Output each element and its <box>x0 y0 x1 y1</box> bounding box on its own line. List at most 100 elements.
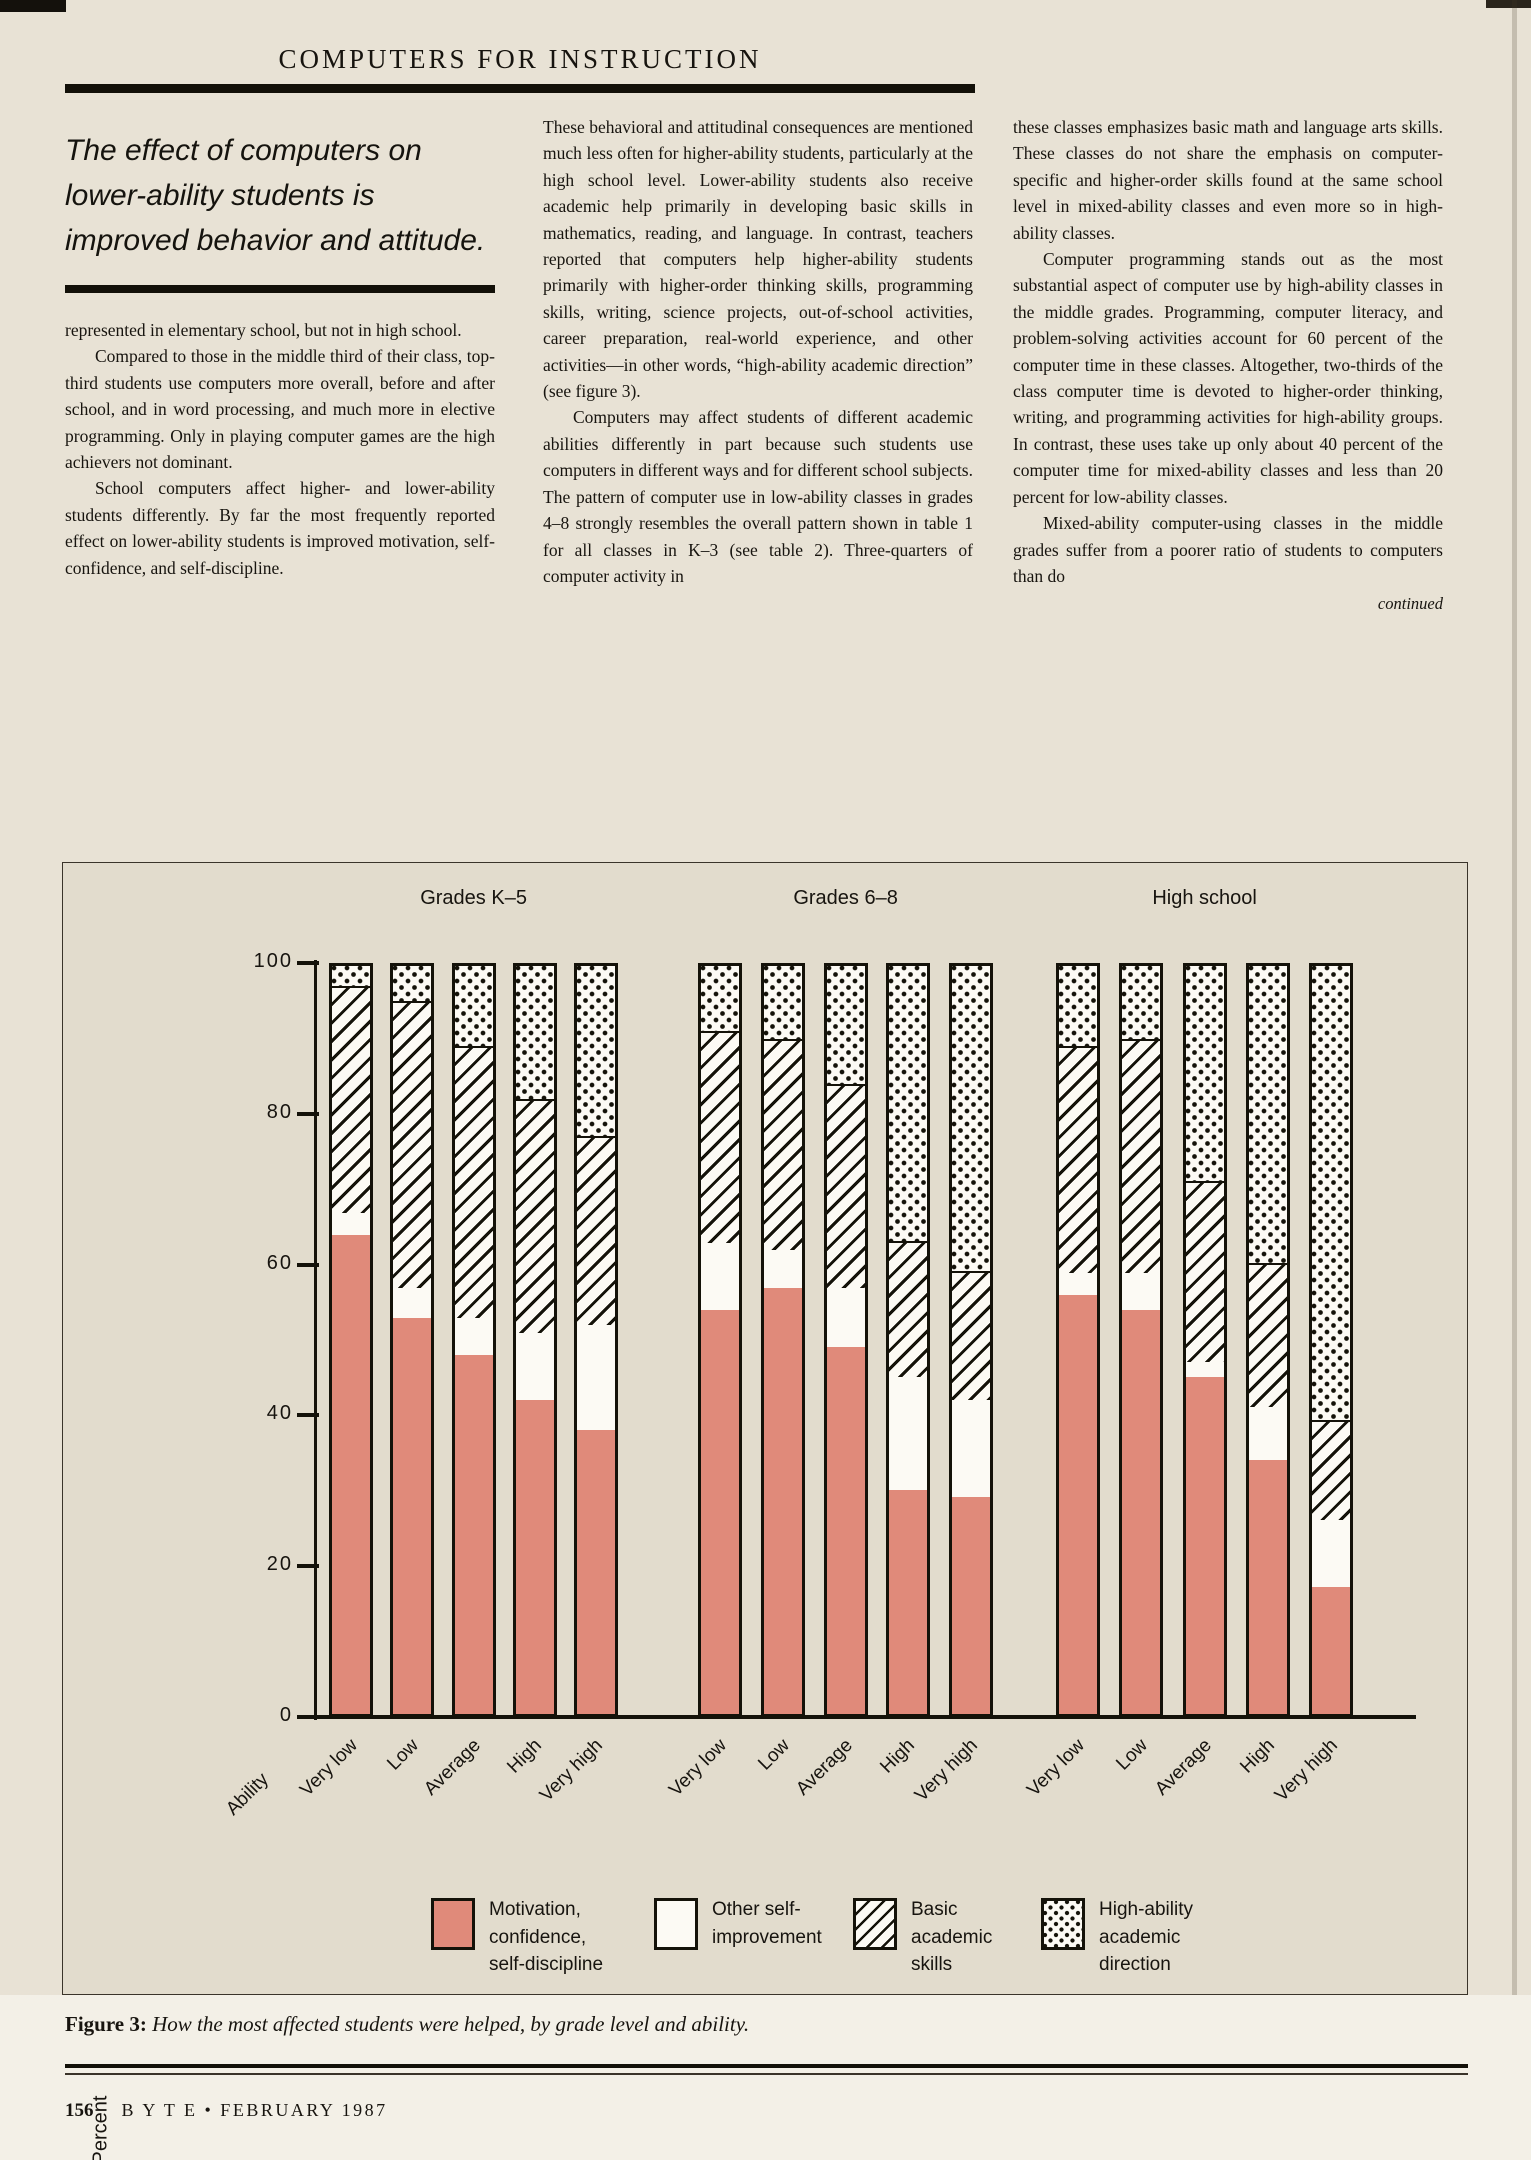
bar-segment-basic_academic_skills <box>454 1048 493 1318</box>
y-axis-tick-label: 20 <box>266 1553 293 1576</box>
stacked-bar <box>823 963 868 1717</box>
page-bottom-area <box>0 1995 1531 2160</box>
x-axis-category-label: Low <box>754 1735 794 1775</box>
bar-segment-other_self_improvement <box>332 1212 370 1236</box>
x-axis-category-label: High <box>876 1735 920 1778</box>
legend-label-line: Basic <box>911 1899 958 1920</box>
bar-segment-basic_academic_skills <box>332 988 370 1213</box>
figure-caption: Figure 3: How the most affected students… <box>65 2012 1265 2037</box>
page-edge-shadow <box>1512 0 1517 2160</box>
bar-segment-other_self_improvement <box>826 1287 865 1348</box>
y-axis-tick <box>297 1564 319 1569</box>
page-footer: 156 B Y T E • FEBRUARY 1987 <box>65 2100 388 2122</box>
bar-segment-basic_academic_skills <box>889 1242 928 1378</box>
bar-segment-basic_academic_skills <box>826 1085 865 1288</box>
bar-segment-high_ability_academic_direction <box>952 966 991 1273</box>
bar-segment-high_ability_academic_direction <box>454 966 493 1049</box>
legend-label-line: academic <box>1099 1926 1181 1948</box>
pull-quote: The effect of computers on lower-ability… <box>65 134 486 257</box>
bar-segment-other_self_improvement <box>889 1377 928 1490</box>
y-axis-tick-label: 100 <box>253 950 293 972</box>
bar-segment-basic_academic_skills <box>393 1003 432 1288</box>
continued-note: continued <box>1377 594 1443 614</box>
legend-label: Motivation, confidence, self-discipline <box>489 1896 659 1979</box>
x-axis-category-label: Average <box>1150 1735 1216 1800</box>
pull-quote-rule <box>65 285 495 293</box>
bar-segment-motivation_confidence_self_discipline <box>515 1399 554 1714</box>
bar-segment-other_self_improvement <box>701 1242 739 1311</box>
x-axis-category-label: Average <box>419 1735 485 1800</box>
bar-segment-other_self_improvement <box>393 1287 432 1318</box>
column-middle: These behavioral and attitudinal consequ… <box>543 114 973 589</box>
bar-segment-high_ability_academic_direction <box>393 966 432 1004</box>
x-axis-category-label: Very low <box>1023 1735 1089 1801</box>
stacked-bar <box>329 963 373 1717</box>
legend-label: High-ability academic direction <box>1099 1896 1269 1979</box>
legend-swatch <box>853 1898 897 1950</box>
bar-segment-other_self_improvement <box>515 1332 554 1400</box>
bar-segment-high_ability_academic_direction <box>826 966 865 1086</box>
bar-segment-basic_academic_skills <box>952 1272 991 1400</box>
x-axis-category-label: Average <box>791 1735 857 1800</box>
bar-segment-motivation_confidence_self_discipline <box>1312 1586 1351 1714</box>
bar-segment-motivation_confidence_self_discipline <box>332 1235 370 1714</box>
footer-rule-thin <box>65 2073 1468 2075</box>
bar-segment-basic_academic_skills <box>701 1033 739 1243</box>
running-head: COMPUTERS FOR INSTRUCTION <box>278 44 762 74</box>
legend-label-line: academic <box>911 1926 993 1948</box>
bar-segment-motivation_confidence_self_discipline <box>701 1310 739 1714</box>
bar-segment-motivation_confidence_self_discipline <box>393 1317 432 1714</box>
stacked-bar <box>512 963 557 1717</box>
bar-segment-motivation_confidence_self_discipline <box>454 1354 493 1714</box>
legend-label-line: self-discipline <box>489 1954 604 1975</box>
x-axis-category-label: Very high <box>911 1735 983 1806</box>
scan-artifact-top-left <box>0 0 66 12</box>
x-axis-category-label: Very high <box>536 1735 608 1806</box>
bar-segment-high_ability_academic_direction <box>763 966 802 1041</box>
bar-segment-motivation_confidence_self_discipline <box>1059 1295 1097 1714</box>
bar-segment-other_self_improvement <box>1248 1407 1287 1460</box>
bar-segment-high_ability_academic_direction <box>1122 966 1161 1041</box>
bar-segment-motivation_confidence_self_discipline <box>1185 1377 1224 1714</box>
bar-segment-high_ability_academic_direction <box>889 966 928 1243</box>
stacked-bar <box>390 963 435 1717</box>
column-left: The effect of computers on lower-ability… <box>65 114 495 581</box>
bar-segment-other_self_improvement <box>454 1317 493 1355</box>
stacked-bar <box>1245 963 1290 1717</box>
legend-label: Other self-improvement <box>712 1896 882 1951</box>
bar-segment-basic_academic_skills <box>577 1138 616 1326</box>
legend-label-line: High-ability <box>1099 1899 1193 1920</box>
legend-label-line: improvement <box>712 1926 822 1948</box>
chart-group-label: Grades 6–8 <box>793 887 898 909</box>
bar-segment-basic_academic_skills <box>1185 1182 1224 1363</box>
bar-segment-high_ability_academic_direction <box>1312 966 1351 1423</box>
legend-label-line: Motivation, <box>489 1899 581 1920</box>
y-axis-tick-label: 0 <box>279 1704 293 1726</box>
bar-segment-other_self_improvement <box>1185 1362 1224 1378</box>
bar-segment-high_ability_academic_direction <box>1248 966 1287 1266</box>
paragraph: These behavioral and attitudinal consequ… <box>543 117 973 402</box>
x-axis-category-label: Very low <box>665 1735 731 1801</box>
bar-segment-high_ability_academic_direction <box>515 966 554 1101</box>
x-axis-line <box>314 1715 1416 1719</box>
paragraph: Mixed-ability computer-using classes in … <box>1013 513 1443 586</box>
legend-label: Basic academic skills <box>911 1896 1081 1979</box>
bar-segment-motivation_confidence_self_discipline <box>763 1287 802 1714</box>
stacked-bar <box>949 963 994 1717</box>
stacked-bar <box>574 963 619 1717</box>
footer-text: B Y T E • FEBRUARY 1987 <box>121 2100 388 2120</box>
legend-label-line: direction <box>1099 1954 1171 1975</box>
y-axis-tick <box>297 1413 319 1418</box>
y-axis-tick <box>297 1111 319 1116</box>
x-axis-category-label: Low <box>1112 1735 1153 1775</box>
bar-segment-high_ability_academic_direction <box>332 966 370 989</box>
bar-segment-other_self_improvement <box>1059 1272 1097 1296</box>
stacked-bar <box>698 963 742 1717</box>
bar-segment-other_self_improvement <box>952 1399 991 1498</box>
x-axis-category-label: Very high <box>1271 1735 1343 1806</box>
column-right: these classes emphasizes basic math and … <box>1013 114 1443 618</box>
scan-artifact-top-right <box>1486 0 1531 8</box>
chart-group-label: High school <box>1152 887 1257 909</box>
chart-group-label: Grades K–5 <box>420 887 527 909</box>
